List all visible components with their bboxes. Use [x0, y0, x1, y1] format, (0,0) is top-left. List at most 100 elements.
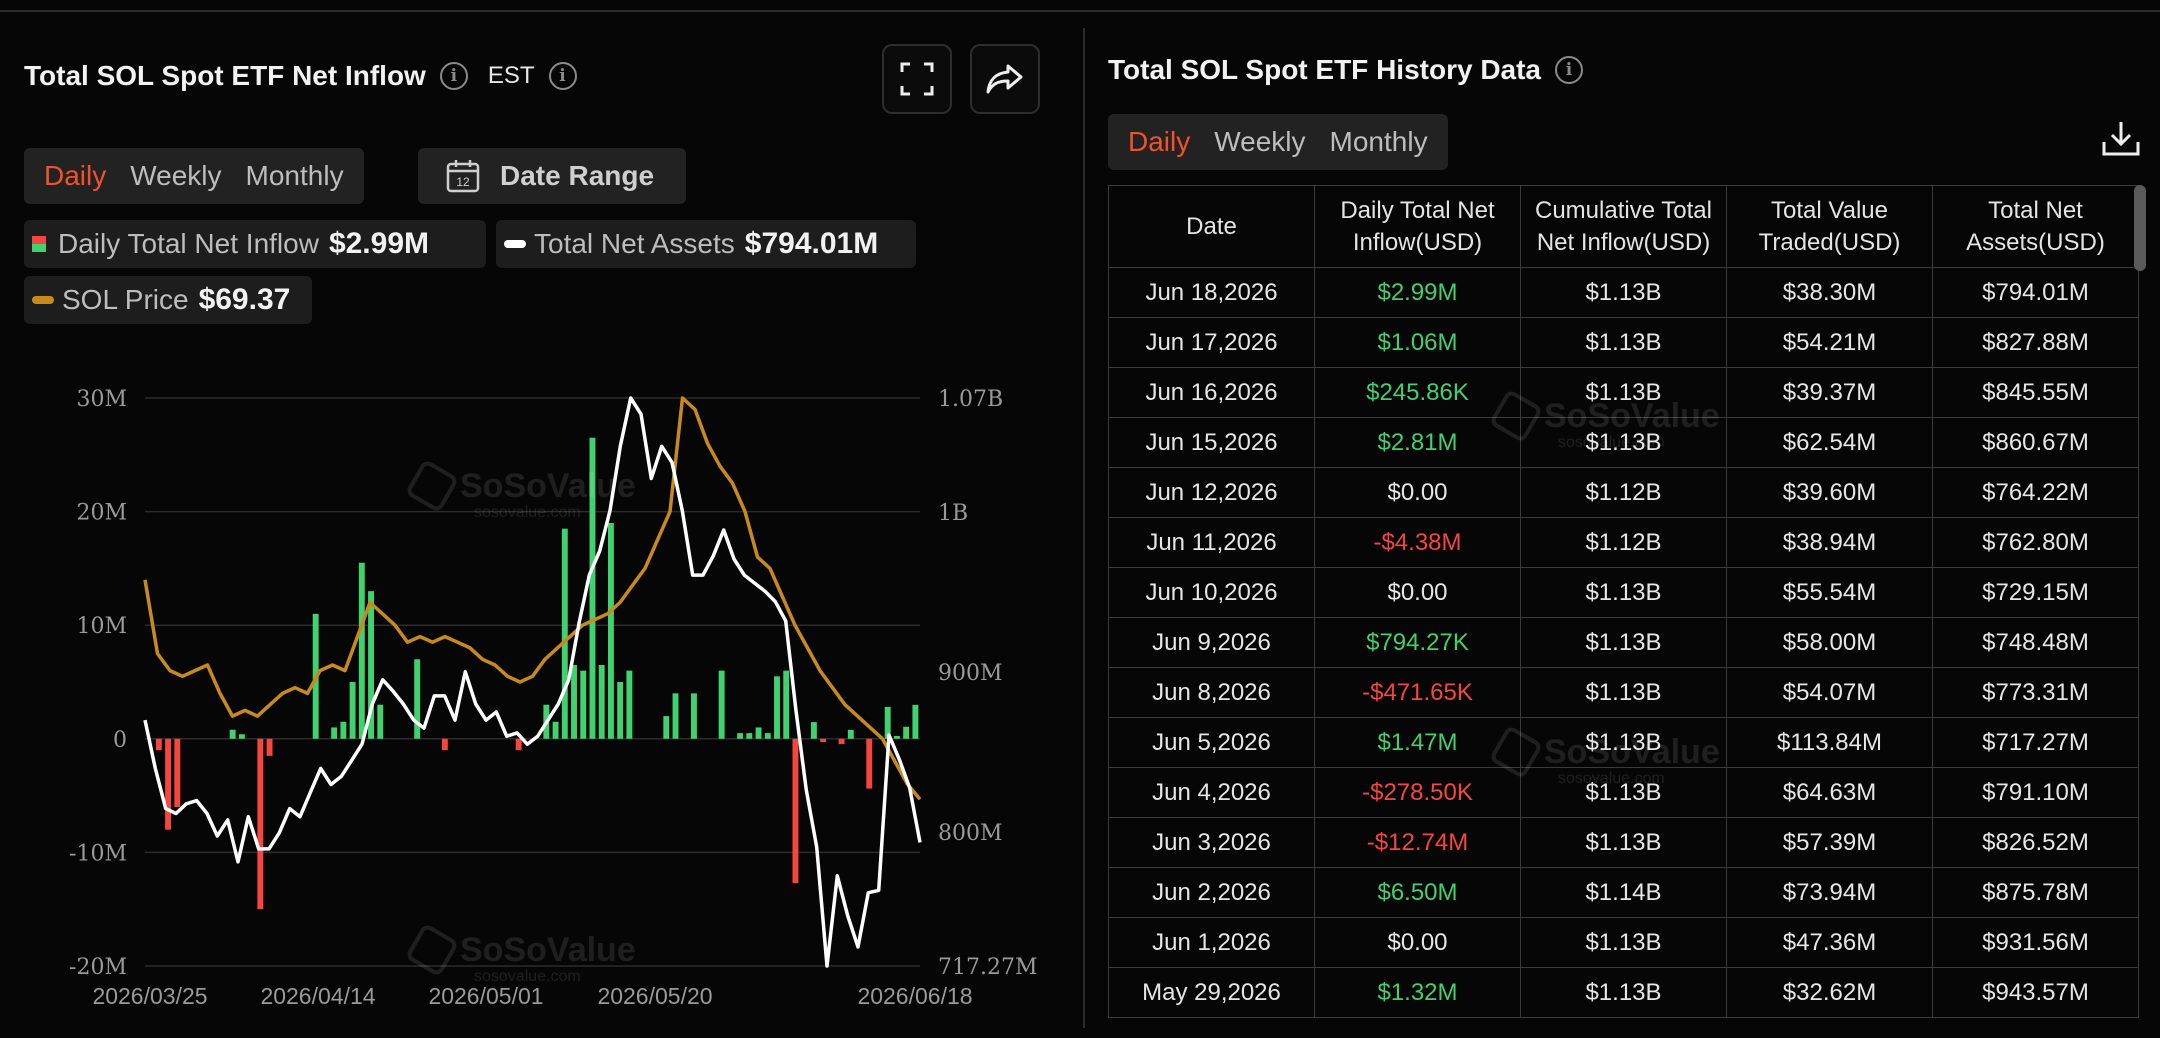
watermark-logo: SoSoValue sosovalue.com: [404, 458, 636, 521]
table-cell: Jun 5,2026: [1108, 717, 1315, 768]
legend-name: Daily Total Net Inflow: [58, 228, 319, 259]
share-button[interactable]: [970, 44, 1040, 114]
table-cell: -$4.38M: [1314, 517, 1521, 568]
table-scrollbar[interactable]: [2134, 185, 2146, 271]
inflow-bar: [377, 704, 384, 739]
table-cell: $0.00: [1314, 567, 1521, 618]
table-cell: $826.52M: [1932, 817, 2139, 868]
tab-daily[interactable]: Daily: [44, 160, 107, 191]
table-cell: Jun 2,2026: [1108, 867, 1315, 918]
table-row[interactable]: Jun 15,2026 $2.81M $1.13B $62.54M $860.67M: [1108, 417, 2139, 468]
table-cell: $113.84M: [1726, 717, 1933, 768]
legend-sol-price[interactable]: SOL Price $69.37: [24, 276, 312, 324]
table-cell: $729.15M: [1932, 567, 2139, 618]
table-cell: $54.07M: [1726, 667, 1933, 718]
total-net-assets-line: [143, 396, 922, 968]
table-cell: $32.62M: [1726, 967, 1933, 1018]
top-border: [0, 10, 2160, 12]
table-row[interactable]: Jun 2,2026 $6.50M $1.14B $73.94M $875.78M: [1108, 867, 2139, 918]
inflow-bar: [598, 664, 605, 739]
table-row[interactable]: Jun 5,2026 $1.47M $1.13B $113.84M $717.27M: [1108, 717, 2139, 768]
inflow-bar: [764, 733, 771, 739]
inflow-bar: [165, 738, 172, 830]
left-tick-label: 30M: [76, 387, 127, 412]
table-cell: $1.13B: [1520, 817, 1727, 868]
table-cell: $762.80M: [1932, 517, 2139, 568]
date-range-button[interactable]: 12 Date Range: [418, 148, 686, 204]
panel-divider: [1083, 28, 1085, 1028]
table-cell: $38.94M: [1726, 517, 1933, 568]
download-icon[interactable]: [2100, 118, 2142, 160]
left-tick-label: -20M: [69, 955, 127, 980]
table-cell: Jun 16,2026: [1108, 367, 1315, 418]
tab-weekly[interactable]: Weekly: [1214, 126, 1306, 157]
legend-daily-inflow[interactable]: Daily Total Net Inflow $2.99M: [24, 220, 486, 268]
column-header: Date: [1108, 185, 1315, 268]
inflow-bar: [155, 738, 162, 751]
timezone-info-icon[interactable]: i: [548, 62, 577, 90]
table-cell: $73.94M: [1726, 867, 1933, 918]
table-row[interactable]: Jun 18,2026 $2.99M $1.13B $38.30M $794.01M: [1108, 267, 2139, 318]
table-cell: $2.81M: [1314, 417, 1521, 468]
table-cell: $1.13B: [1520, 767, 1727, 818]
table-row[interactable]: Jun 10,2026 $0.00 $1.13B $55.54M $729.15M: [1108, 567, 2139, 618]
legend-name: SOL Price: [62, 284, 189, 315]
table-row[interactable]: Jun 11,2026 -$4.38M $1.12B $38.94M $762.80M: [1108, 517, 2139, 568]
inflow-bar: [340, 721, 347, 739]
legend-name: Total Net Assets: [534, 228, 735, 259]
table-cell: $1.13B: [1520, 917, 1727, 968]
table-cell: $62.54M: [1726, 417, 1933, 468]
table-row[interactable]: May 29,2026 $1.32M $1.13B $32.62M $943.57M: [1108, 967, 2139, 1018]
inflow-bar: [820, 738, 827, 742]
fullscreen-button[interactable]: [882, 44, 952, 114]
x-tick-label: 2026/05/01: [428, 983, 543, 1009]
table-cell: $6.50M: [1314, 867, 1521, 918]
table-cell: -$278.50K: [1314, 767, 1521, 818]
tab-monthly[interactable]: Monthly: [1329, 126, 1428, 157]
table-row[interactable]: Jun 12,2026 $0.00 $1.12B $39.60M $764.22M: [1108, 467, 2139, 518]
inflow-bar: [561, 528, 568, 739]
table-row[interactable]: Jun 4,2026 -$278.50K $1.13B $64.63M $791.10M: [1108, 767, 2139, 818]
table-cell: Jun 11,2026: [1108, 517, 1315, 568]
table-row[interactable]: Jun 1,2026 $0.00 $1.13B $47.36M $931.56M: [1108, 917, 2139, 968]
x-tick-label: 2026/04/14: [260, 983, 375, 1009]
legend-total-net-assets[interactable]: Total Net Assets $794.01M: [496, 220, 916, 268]
table-row[interactable]: Jun 16,2026 $245.86K $1.13B $39.37M $845.55M: [1108, 367, 2139, 418]
price-swatch: [32, 296, 54, 304]
inflow-bar: [174, 738, 181, 807]
right-tick-label: 1B: [938, 501, 968, 526]
sol-price-line: [143, 396, 922, 801]
watermark-logo: SoSoValue sosovalue.com: [1488, 388, 1720, 451]
page-title: Total SOL Spot ETF Net Inflow: [24, 60, 426, 91]
table-cell: Jun 3,2026: [1108, 817, 1315, 868]
table-cell: Jun 8,2026: [1108, 667, 1315, 718]
calendar-icon: 12: [446, 160, 480, 193]
table-row[interactable]: Jun 3,2026 -$12.74M $1.13B $57.39M $826.52M: [1108, 817, 2139, 868]
info-icon[interactable]: i: [439, 62, 468, 90]
tab-daily[interactable]: Daily: [1128, 126, 1191, 157]
table-row[interactable]: Jun 8,2026 -$471.65K $1.13B $54.07M $773.31M: [1108, 667, 2139, 718]
inflow-bar: [718, 670, 725, 739]
table-cell: $1.13B: [1520, 967, 1727, 1018]
legend-value: $2.99M: [328, 227, 430, 260]
table-header-row: Date Daily Total Net Inflow(USD) Cumulative…: [1108, 185, 2139, 268]
table-cell: $39.37M: [1726, 367, 1933, 418]
table-cell: $1.12B: [1520, 467, 1727, 518]
table-cell: $64.63M: [1726, 767, 1933, 818]
history-info-icon[interactable]: i: [1555, 56, 1584, 84]
table-cell: $47.36M: [1726, 917, 1933, 968]
table-row[interactable]: Jun 9,2026 $794.27K $1.13B $58.00M $748.48M: [1108, 617, 2139, 668]
table-cell: $943.57M: [1932, 967, 2139, 1018]
table-cell: $38.30M: [1726, 267, 1933, 318]
tab-monthly[interactable]: Monthly: [245, 160, 344, 191]
right-tick-label: 1.07B: [938, 387, 1003, 412]
inflow-bar: [617, 682, 624, 739]
table-row[interactable]: Jun 17,2026 $1.06M $1.13B $54.21M $827.88M: [1108, 317, 2139, 368]
inflow-bar: [893, 735, 900, 739]
table-cell: May 29,2026: [1108, 967, 1315, 1018]
share-icon: [986, 64, 1023, 94]
table-cell: $1.13B: [1520, 267, 1727, 318]
tab-weekly[interactable]: Weekly: [130, 160, 222, 191]
inflow-bar: [441, 738, 448, 751]
table-cell: $1.13B: [1520, 317, 1727, 368]
